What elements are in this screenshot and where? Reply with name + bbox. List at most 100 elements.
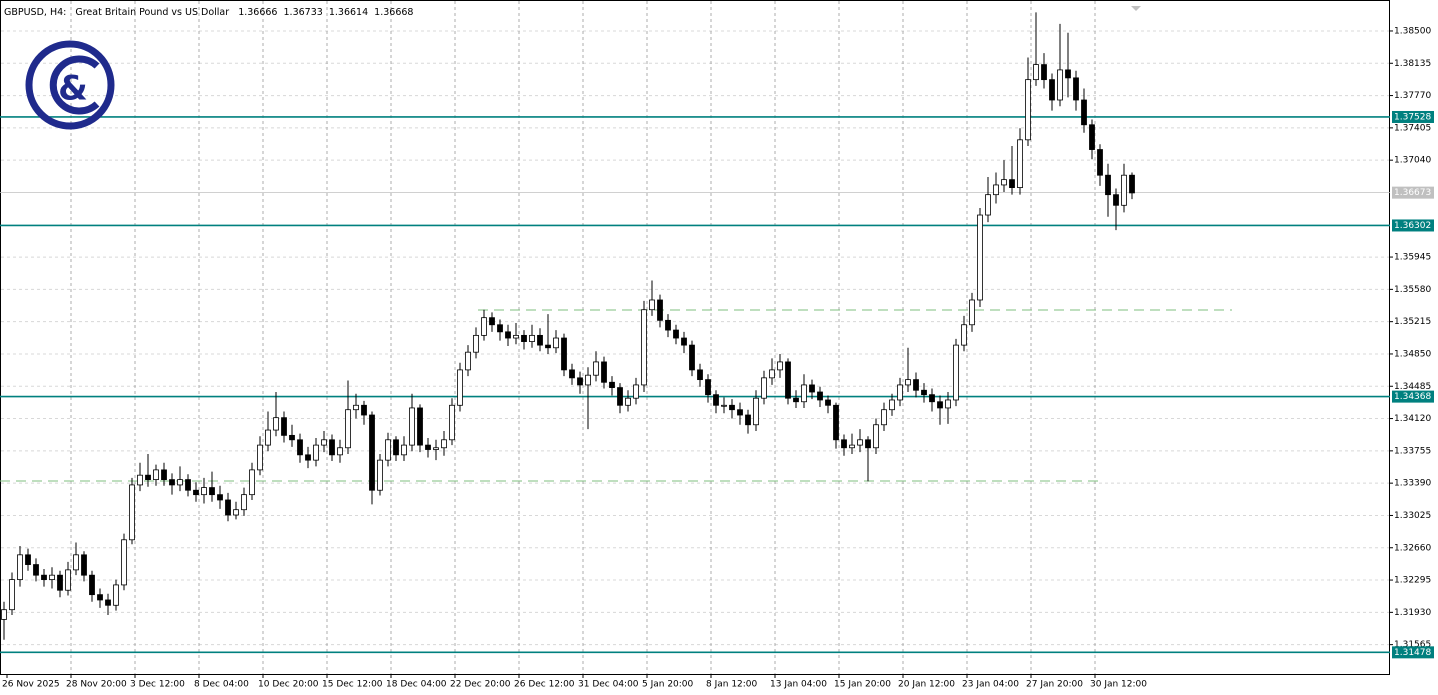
candle-body	[161, 469, 167, 481]
candle-body	[249, 469, 255, 496]
candle-body	[801, 384, 807, 403]
y-tick-label: 1.38500	[1394, 26, 1431, 36]
candle-body	[465, 351, 471, 371]
candle-body	[529, 334, 535, 342]
candle-body	[41, 574, 47, 581]
candle-body	[1057, 69, 1063, 101]
y-tick-label: 1.37405	[1394, 123, 1431, 133]
candle-body	[609, 381, 615, 388]
x-tick-label: 8 Jan 12:00	[706, 680, 758, 690]
candle-body	[65, 569, 71, 591]
candle-body	[977, 214, 983, 301]
candle-body	[185, 479, 191, 491]
candle-body	[1121, 174, 1127, 206]
candle-body	[393, 439, 399, 456]
candle-body	[1025, 79, 1031, 141]
candle-body	[1097, 149, 1103, 176]
candle-body	[985, 194, 991, 216]
price-level-label: 1.36673	[1394, 188, 1431, 198]
price-level-label: 1.36302	[1394, 221, 1431, 231]
candle-body	[649, 299, 655, 311]
candle-body	[521, 334, 527, 342]
candle-body	[953, 344, 959, 401]
candle-body	[321, 439, 327, 446]
header-low: 1.36614	[329, 7, 368, 18]
header-close: 1.36668	[374, 7, 413, 18]
candle-body	[1009, 179, 1015, 188]
x-tick-label: 28 Nov 20:00	[66, 680, 127, 690]
x-tick-label: 22 Dec 20:00	[450, 680, 511, 690]
candle-body	[257, 444, 263, 471]
x-tick-label: 8 Dec 04:00	[194, 680, 249, 690]
candle-body	[121, 539, 127, 586]
candle-body	[993, 184, 999, 196]
candle-body	[153, 469, 159, 481]
candle-body	[9, 579, 15, 611]
candle-body	[489, 317, 495, 326]
grid	[1, 1, 1389, 674]
price-level-tag	[1392, 110, 1434, 123]
candle-body	[721, 404, 727, 407]
x-tick-label: 26 Dec 12:00	[514, 680, 575, 690]
candle-body	[1065, 69, 1071, 79]
y-tick-label: 1.37040	[1394, 156, 1431, 166]
y-tick-label: 1.32295	[1394, 576, 1431, 586]
candle-body	[449, 404, 455, 441]
y-tick-label: 1.35580	[1394, 285, 1431, 295]
x-tick-label: 27 Jan 20:00	[1026, 680, 1083, 690]
candle-body	[865, 439, 871, 449]
instrument-name: Great Britain Pound vs US Dollar	[75, 7, 229, 18]
candle-body	[305, 454, 311, 461]
candle-body	[209, 487, 215, 496]
candle-body	[49, 574, 55, 581]
candle-body	[857, 439, 863, 446]
price-level-tag	[1392, 186, 1434, 199]
candle-body	[401, 444, 407, 456]
candle-body	[361, 404, 367, 416]
y-tick-label: 1.33390	[1394, 479, 1431, 489]
candle-body	[297, 439, 303, 456]
candle-body	[1033, 64, 1039, 81]
candle-body	[601, 361, 607, 383]
candle-body	[177, 479, 183, 486]
candle-body	[433, 447, 439, 450]
y-tick-label: 1.37770	[1394, 91, 1431, 101]
candle-body	[913, 379, 919, 391]
candle-body	[905, 379, 911, 386]
candle-body	[889, 399, 895, 411]
x-tick-label: 31 Dec 04:00	[578, 680, 639, 690]
logo-ring	[25, 40, 115, 130]
candle-body	[945, 399, 951, 409]
candle-body	[761, 377, 767, 399]
candle-body	[969, 299, 975, 326]
candle-body	[729, 404, 735, 411]
candle-body	[281, 417, 287, 436]
candle-body	[897, 384, 903, 401]
price-level-tag	[1392, 390, 1434, 403]
candle-body	[785, 361, 791, 399]
candle-body	[737, 409, 743, 416]
x-tick-label: 26 Nov 2025	[2, 680, 60, 690]
candle-body	[849, 444, 855, 449]
logo: &	[25, 40, 115, 130]
candle-body	[425, 444, 431, 450]
y-tick-label: 1.35945	[1394, 253, 1431, 263]
y-tick-label: 1.33755	[1394, 446, 1431, 456]
candle-body	[769, 369, 775, 379]
candle-body	[201, 487, 207, 496]
candle-body	[689, 344, 695, 371]
y-tick-label: 1.34850	[1394, 349, 1431, 359]
x-tick-label: 15 Jan 20:00	[834, 680, 891, 690]
candle-body	[1017, 139, 1023, 188]
candle-body	[561, 337, 567, 371]
candle-body	[497, 324, 503, 333]
candle-body	[1073, 77, 1079, 101]
candle-body	[1041, 64, 1047, 81]
candle-body	[1001, 179, 1007, 186]
candle-body	[641, 309, 647, 386]
x-tick-label: 23 Jan 04:00	[962, 680, 1019, 690]
candle-body	[681, 337, 687, 346]
candle-body	[137, 474, 143, 486]
logo-text: &	[58, 69, 88, 109]
